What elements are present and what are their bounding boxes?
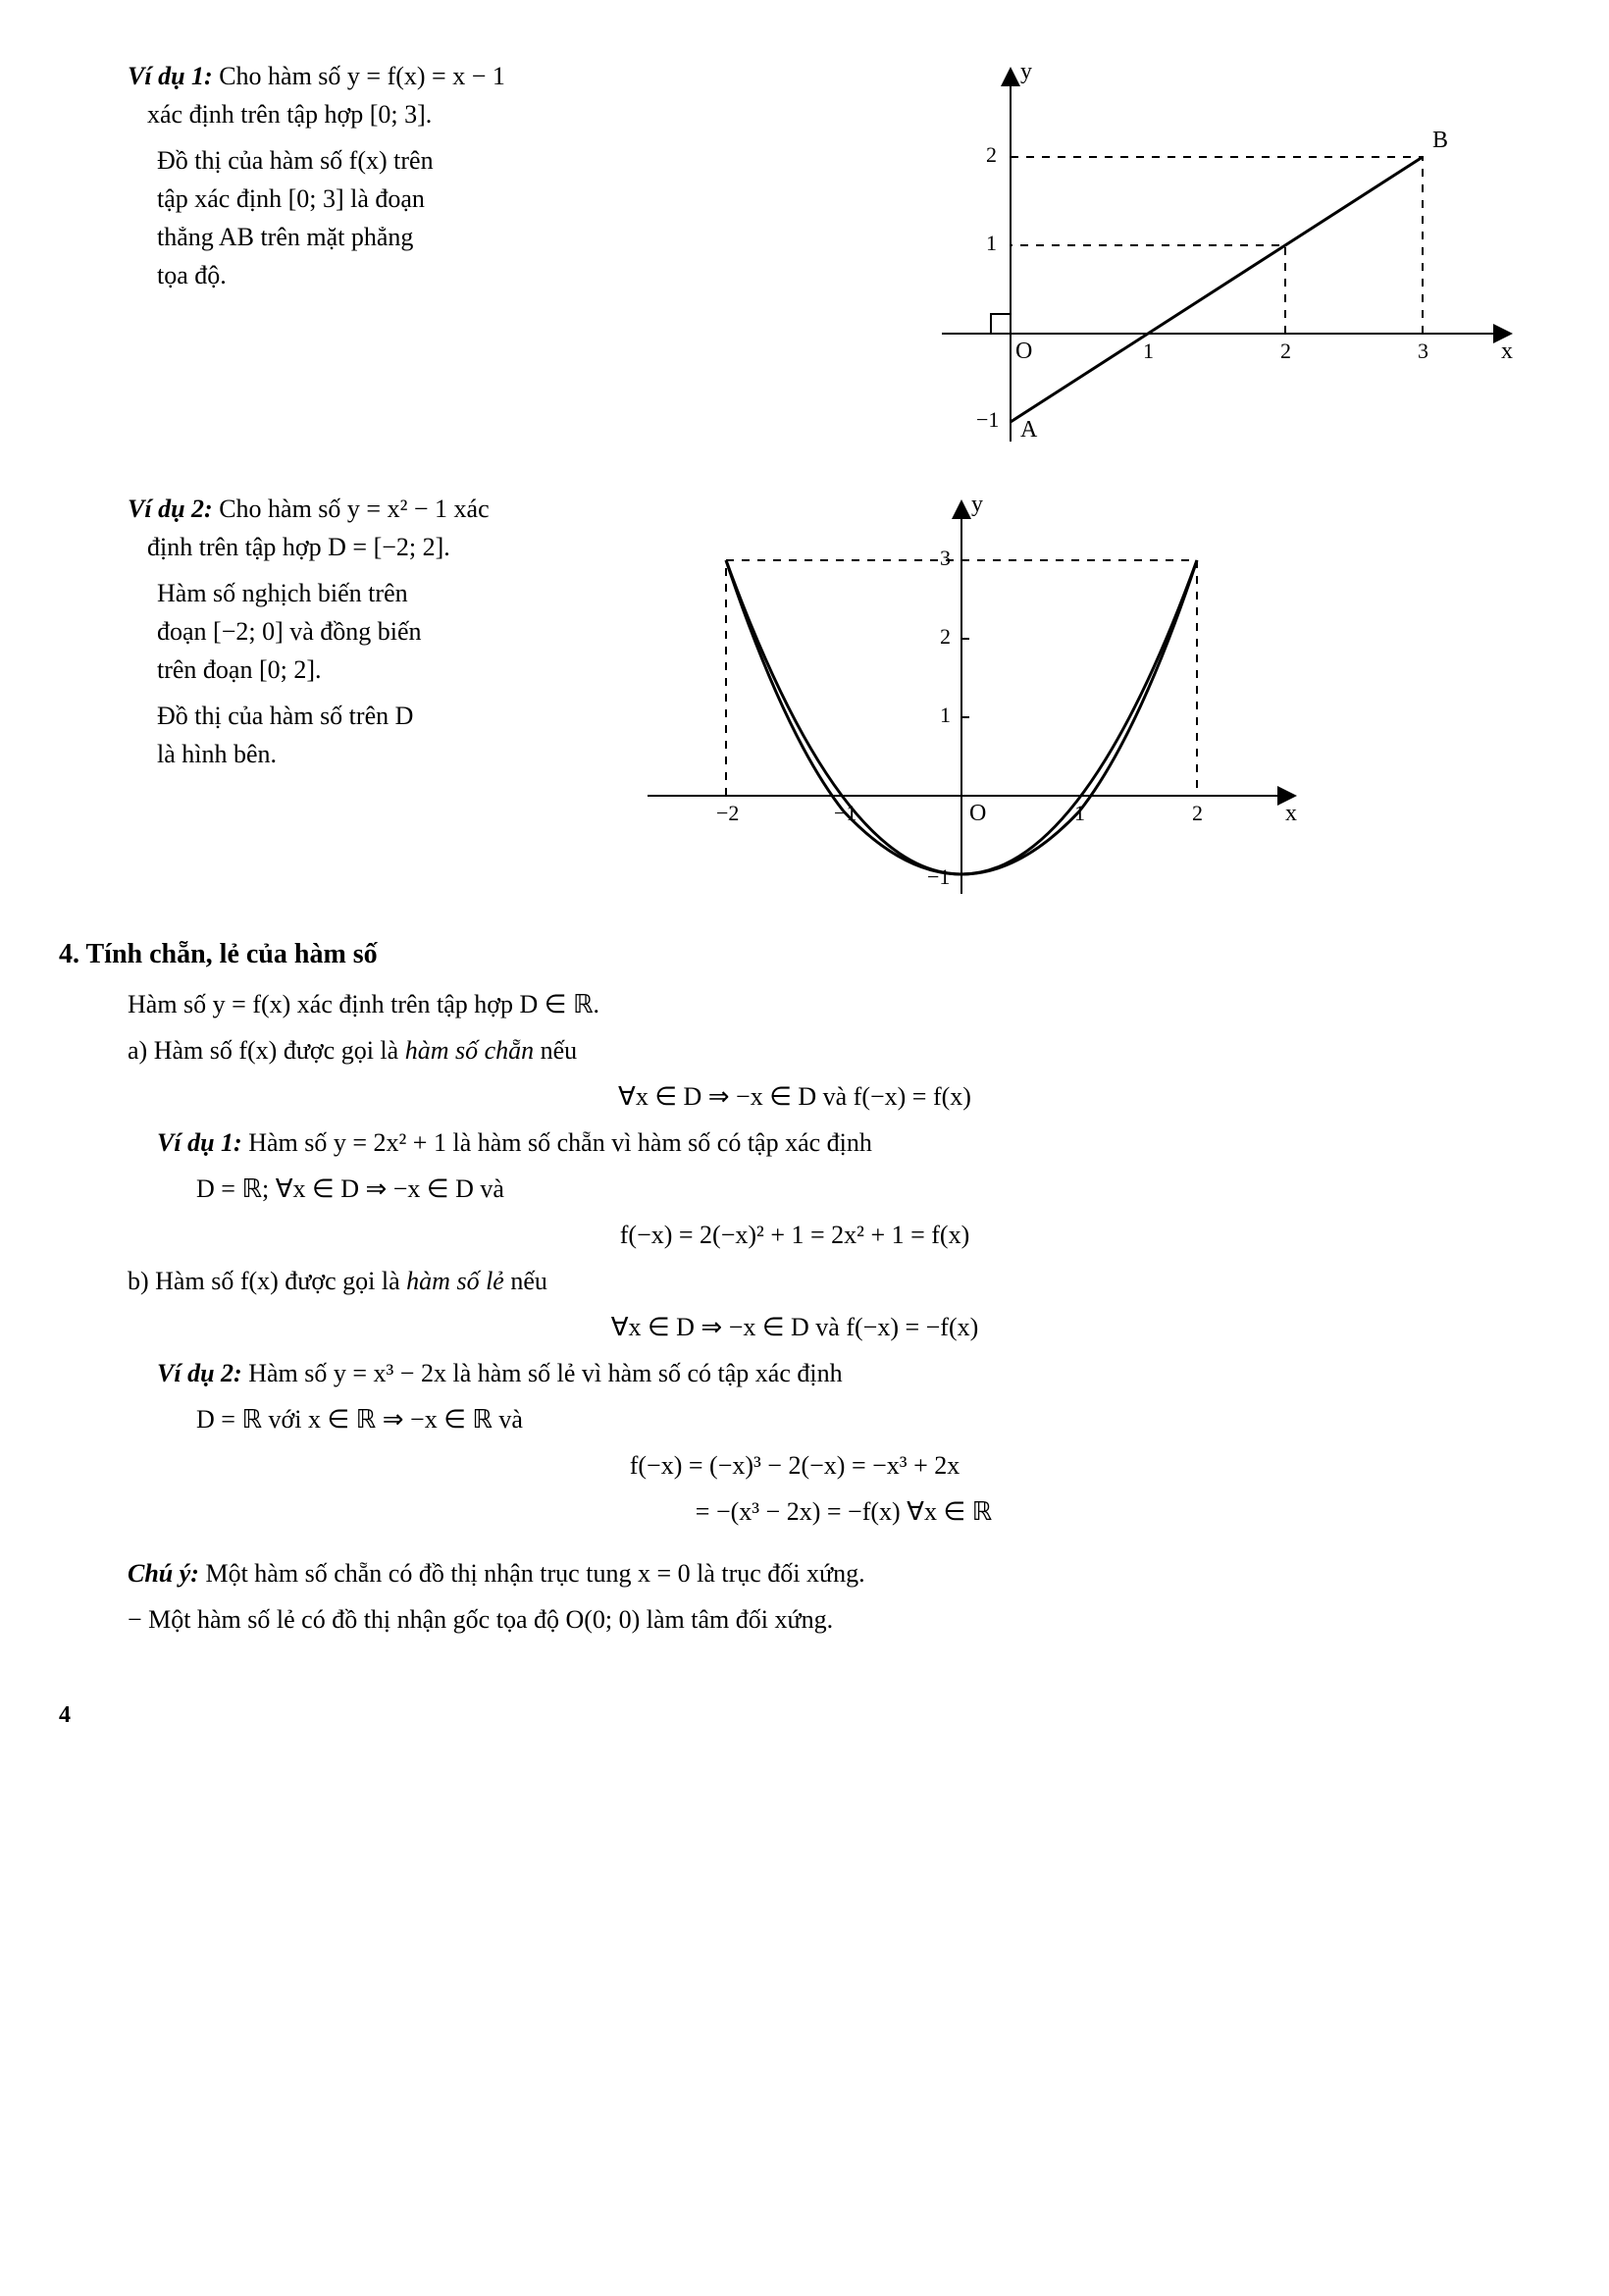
svg-text:1: 1 <box>1143 339 1154 363</box>
ex2-p3a: Đồ thị của hàm số trên D <box>157 702 413 730</box>
ex1-p2a: Đồ thị của hàm số f(x) trên <box>157 146 434 175</box>
sec4-a-formula: ∀x ∈ D ⇒ −x ∈ D và f(−x) = f(x) <box>59 1077 1531 1116</box>
ex1-l1: Cho hàm số y = f(x) = x − 1 <box>219 62 505 90</box>
ex1-p2d: tọa độ. <box>157 261 227 289</box>
sec4-b-ex-f1: f(−x) = (−x)³ − 2(−x) = −x³ + 2x <box>59 1446 1531 1485</box>
ex2-para3: Đồ thị của hàm số trên D là hình bên. <box>157 697 608 773</box>
sec4-a-ex-label: Ví dụ 1: <box>157 1128 242 1157</box>
graph-2: −2 −1 1 2 x 1 2 3 −1 y O <box>628 482 1315 914</box>
sec4-a-ex-l2: D = ℝ; ∀x ∈ D ⇒ −x ∈ D và <box>196 1170 1531 1208</box>
sec4-a-ex-text: Hàm số y = 2x² + 1 là hàm số chẵn vì hàm… <box>242 1128 872 1157</box>
ex2-l1: Cho hàm số y = x² − 1 xác <box>219 495 489 523</box>
ex2-l2: định trên tập hợp D = [−2; 2]. <box>147 533 450 561</box>
sec4-b-ex-f2: = −(x³ − 2x) = −f(x) ∀x ∈ ℝ <box>59 1492 1531 1531</box>
ex1-label: Ví dụ 1: <box>128 62 213 90</box>
graph-1: 1 2 3 x 1 2 −1 y O A B <box>922 49 1531 472</box>
ex1-para1: Ví dụ 1: Cho hàm số y = f(x) = x − 1 xác… <box>128 57 903 133</box>
sec4-a-label: a) Hàm số f(x) được gọi là <box>128 1036 405 1065</box>
svg-text:1: 1 <box>1074 801 1085 825</box>
sec4-b-after: nếu <box>504 1267 547 1295</box>
ex2-p3b: là hình bên. <box>157 740 277 768</box>
sec4-note1: Chú ý: Một hàm số chẵn có đồ thị nhận tr… <box>128 1554 1531 1592</box>
svg-text:y: y <box>971 492 983 517</box>
svg-text:2: 2 <box>1280 339 1291 363</box>
sec4-a: a) Hàm số f(x) được gọi là hàm số chẵn n… <box>128 1031 1531 1070</box>
sec4-a-ex-formula: f(−x) = 2(−x)² + 1 = 2x² + 1 = f(x) <box>59 1216 1531 1254</box>
section-4-heading: 4. Tính chẵn, lẻ của hàm số <box>59 934 1531 975</box>
sec4-b-label: b) Hàm số f(x) được gọi là <box>128 1267 406 1295</box>
example-1-block: Ví dụ 1: Cho hàm số y = f(x) = x − 1 xác… <box>59 49 1531 472</box>
page-number: 4 <box>59 1697 1531 1733</box>
svg-text:B: B <box>1432 128 1448 153</box>
svg-text:1: 1 <box>986 231 997 255</box>
svg-text:−1: −1 <box>976 407 999 432</box>
svg-text:y: y <box>1020 59 1032 84</box>
sec4-b-ex-label: Ví dụ 2: <box>157 1359 242 1387</box>
ex2-para1: Ví dụ 2: Cho hàm số y = x² − 1 xác định … <box>128 490 608 566</box>
sec4-b-ex: Ví dụ 2: Hàm số y = x³ − 2x là hàm số lẻ… <box>157 1354 1531 1392</box>
svg-text:2: 2 <box>1192 801 1203 825</box>
ex1-p2c: thẳng AB trên mặt phẳng <box>157 223 413 251</box>
svg-text:O: O <box>969 801 986 826</box>
sec4-b: b) Hàm số f(x) được gọi là hàm số lẻ nếu <box>128 1262 1531 1300</box>
ex1-para2: Đồ thị của hàm số f(x) trên tập xác định… <box>157 141 903 294</box>
svg-text:A: A <box>1020 417 1038 443</box>
svg-text:3: 3 <box>940 546 951 570</box>
sec4-a-after: nếu <box>534 1036 577 1065</box>
sec4-note1-text: Một hàm số chẵn có đồ thị nhận trục tung… <box>199 1559 865 1588</box>
svg-text:−2: −2 <box>716 801 739 825</box>
svg-text:2: 2 <box>986 142 997 167</box>
sec4-intro: Hàm số y = f(x) xác định trên tập hợp D … <box>128 985 1531 1023</box>
sec4-note2: − Một hàm số lẻ có đồ thị nhận gốc tọa đ… <box>128 1600 1531 1639</box>
svg-text:3: 3 <box>1418 339 1428 363</box>
sec4-a-term: hàm số chẵn <box>405 1036 534 1065</box>
svg-text:x: x <box>1501 339 1513 364</box>
example-1-text: Ví dụ 1: Cho hàm số y = f(x) = x − 1 xác… <box>59 49 922 302</box>
ex2-para2: Hàm số nghịch biến trên đoạn [−2; 0] và … <box>157 574 608 689</box>
ex2-p2c: trên đoạn [0; 2]. <box>157 655 322 684</box>
sec4-note-label: Chú ý: <box>128 1559 199 1588</box>
svg-text:1: 1 <box>940 703 951 727</box>
example-2-block: Ví dụ 2: Cho hàm số y = x² − 1 xác định … <box>59 482 1531 914</box>
sec4-b-term: hàm số lẻ <box>406 1267 504 1295</box>
svg-text:−1: −1 <box>927 864 950 889</box>
svg-text:O: O <box>1015 339 1032 364</box>
ex2-p2a: Hàm số nghịch biến trên <box>157 579 408 607</box>
sec4-b-ex-l2: D = ℝ với x ∈ ℝ ⇒ −x ∈ ℝ và <box>196 1400 1531 1438</box>
sec4-b-ex-text: Hàm số y = x³ − 2x là hàm số lẻ vì hàm s… <box>242 1359 843 1387</box>
ex2-label: Ví dụ 2: <box>128 495 213 523</box>
sec4-a-ex: Ví dụ 1: Hàm số y = 2x² + 1 là hàm số ch… <box>157 1123 1531 1162</box>
svg-text:x: x <box>1285 801 1297 826</box>
ex1-l2: xác định trên tập hợp [0; 3]. <box>147 100 432 129</box>
svg-text:2: 2 <box>940 624 951 649</box>
ex2-p2b: đoạn [−2; 0] và đồng biến <box>157 617 422 646</box>
svg-text:−1: −1 <box>834 801 856 825</box>
sec4-b-formula: ∀x ∈ D ⇒ −x ∈ D và f(−x) = −f(x) <box>59 1308 1531 1346</box>
example-2-text: Ví dụ 2: Cho hàm số y = x² − 1 xác định … <box>59 482 628 781</box>
ex1-p2b: tập xác định [0; 3] là đoạn <box>157 184 425 213</box>
